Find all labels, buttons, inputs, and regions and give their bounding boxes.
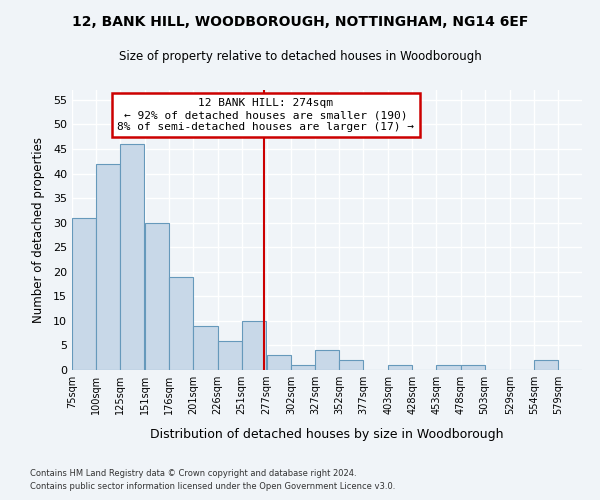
Bar [193, 326, 218, 370]
Text: Contains public sector information licensed under the Open Government Licence v3: Contains public sector information licen… [30, 482, 395, 491]
Bar [339, 360, 363, 370]
Bar [291, 365, 315, 370]
Y-axis label: Number of detached properties: Number of detached properties [32, 137, 44, 323]
Bar [267, 356, 291, 370]
Bar [72, 218, 96, 370]
Bar [461, 365, 485, 370]
Bar [218, 340, 242, 370]
Bar [534, 360, 558, 370]
Bar [169, 276, 193, 370]
Bar [120, 144, 145, 370]
Text: Size of property relative to detached houses in Woodborough: Size of property relative to detached ho… [119, 50, 481, 63]
Bar [436, 365, 461, 370]
Bar [96, 164, 120, 370]
Bar [315, 350, 339, 370]
Text: 12, BANK HILL, WOODBOROUGH, NOTTINGHAM, NG14 6EF: 12, BANK HILL, WOODBOROUGH, NOTTINGHAM, … [72, 15, 528, 29]
Bar [145, 222, 169, 370]
Bar [388, 365, 412, 370]
Text: Contains HM Land Registry data © Crown copyright and database right 2024.: Contains HM Land Registry data © Crown c… [30, 468, 356, 477]
Bar [242, 321, 266, 370]
Text: 12 BANK HILL: 274sqm
← 92% of detached houses are smaller (190)
8% of semi-detac: 12 BANK HILL: 274sqm ← 92% of detached h… [118, 98, 415, 132]
X-axis label: Distribution of detached houses by size in Woodborough: Distribution of detached houses by size … [150, 428, 504, 441]
